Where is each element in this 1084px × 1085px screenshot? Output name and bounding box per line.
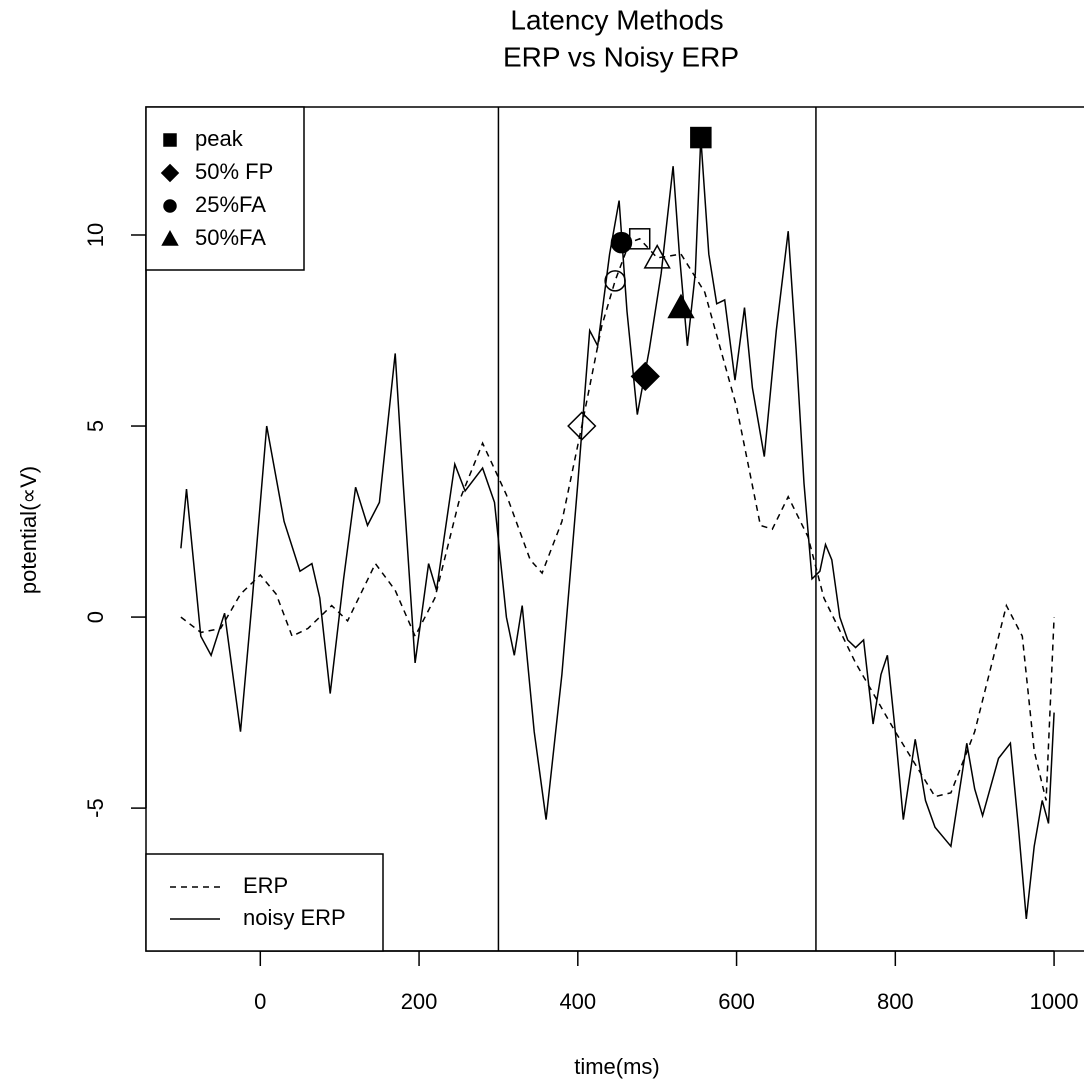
series-line: [180, 137, 1055, 919]
legend-label: ERP: [243, 873, 288, 898]
marker: [160, 163, 180, 183]
x-tick-label: 800: [877, 989, 914, 1014]
y-tick-label: 5: [83, 420, 108, 432]
marker: [163, 133, 177, 147]
x-tick-label: 400: [559, 989, 596, 1014]
x-tick-label: 200: [401, 989, 438, 1014]
chart-subtitle: ERP vs Noisy ERP: [503, 41, 739, 72]
legend-label: 50%FA: [195, 225, 266, 250]
legend-label: peak: [195, 126, 244, 151]
legend-label: 50% FP: [195, 159, 273, 184]
marker: [690, 126, 712, 149]
x-tick-label: 600: [718, 989, 755, 1014]
y-tick-label: 0: [83, 611, 108, 623]
marker: [667, 293, 695, 319]
marker: [604, 270, 626, 292]
chart-title: Latency Methods: [510, 4, 723, 35]
marker: [630, 361, 660, 392]
x-tick-label: 1000: [1030, 989, 1079, 1014]
x-tick-label: 0: [254, 989, 266, 1014]
marker: [161, 230, 179, 246]
y-tick-label: 10: [83, 223, 108, 247]
x-axis-label: time(ms): [574, 1054, 660, 1079]
legend-box: [145, 853, 384, 952]
marker: [610, 231, 633, 254]
legend-label: noisy ERP: [243, 905, 346, 930]
y-axis-label: potential(∝V): [16, 466, 41, 594]
y-tick-label: -5: [83, 798, 108, 818]
series-line: [180, 237, 1055, 801]
legend-label: 25%FA: [195, 192, 266, 217]
marker: [628, 228, 651, 250]
marker: [163, 199, 177, 213]
